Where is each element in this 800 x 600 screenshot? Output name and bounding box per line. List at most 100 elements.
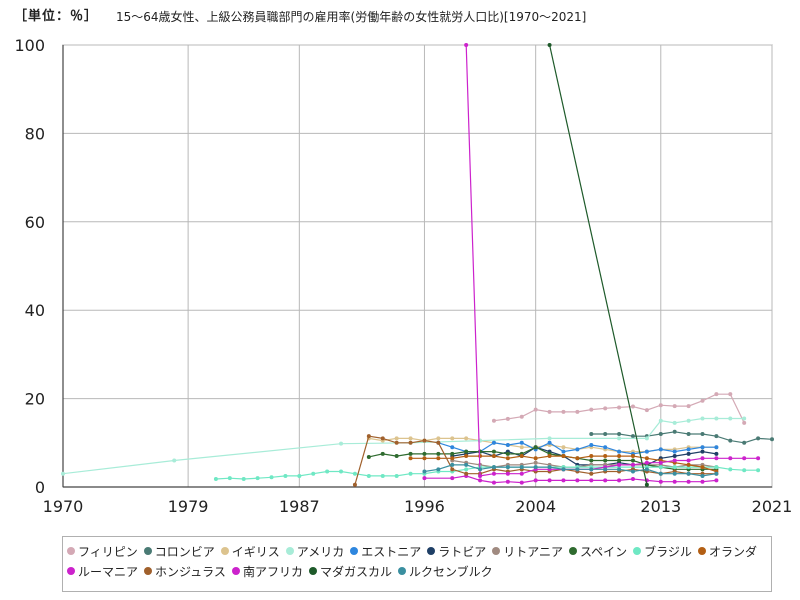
legend-marker-icon bbox=[697, 547, 706, 555]
data-point-9 bbox=[491, 454, 496, 459]
legend-marker-icon bbox=[569, 547, 577, 555]
chart-title: 15～64歳女性、上級公務員職部門の雇用率(労働年齢の女性就労人口比)[1970… bbox=[116, 10, 587, 24]
data-point-14 bbox=[478, 467, 483, 472]
legend-item: コロンビア bbox=[143, 541, 215, 561]
data-point-10 bbox=[603, 478, 608, 483]
legend-item: ルクセンブルク bbox=[397, 561, 493, 581]
data-point-12 bbox=[714, 456, 719, 461]
data-point-9 bbox=[603, 454, 608, 459]
data-point-2 bbox=[561, 445, 566, 450]
data-point-7 bbox=[436, 451, 441, 456]
data-point-3 bbox=[644, 436, 649, 441]
data-point-12 bbox=[464, 43, 469, 47]
data-point-3 bbox=[700, 416, 705, 421]
legend-marker-icon bbox=[427, 547, 436, 555]
data-point-12 bbox=[644, 460, 649, 465]
data-point-7 bbox=[464, 449, 469, 454]
data-point-8 bbox=[742, 468, 747, 473]
data-point-12 bbox=[519, 471, 524, 476]
data-point-2 bbox=[436, 436, 441, 441]
data-point-10 bbox=[561, 478, 566, 483]
x-tick-label: 1970 bbox=[43, 497, 84, 516]
data-point-8 bbox=[311, 471, 316, 476]
y-tick-label: 40 bbox=[25, 301, 45, 320]
data-point-8 bbox=[394, 473, 399, 478]
data-point-9 bbox=[505, 456, 510, 461]
unit-label: ［単位：％］ bbox=[14, 9, 99, 24]
legend-item: マダガスカル bbox=[308, 561, 392, 581]
data-point-10 bbox=[630, 477, 635, 482]
data-point-4 bbox=[714, 445, 719, 450]
legend-label: 南アフリカ bbox=[242, 564, 303, 579]
data-point-8 bbox=[714, 465, 719, 470]
data-point-4 bbox=[450, 445, 455, 450]
data-point-7 bbox=[589, 458, 594, 463]
data-point-14 bbox=[603, 467, 608, 472]
legend-marker-icon bbox=[144, 567, 153, 575]
data-point-9 bbox=[575, 456, 580, 461]
data-point-0 bbox=[672, 404, 677, 409]
legend-item: ラトビア bbox=[427, 541, 486, 561]
y-tick-label: 60 bbox=[25, 213, 45, 232]
y-tick-label: 0 bbox=[35, 478, 45, 497]
data-point-14 bbox=[589, 467, 594, 472]
data-point-8 bbox=[380, 473, 385, 478]
data-point-0 bbox=[742, 420, 747, 425]
data-point-10 bbox=[505, 479, 510, 484]
data-point-4 bbox=[561, 449, 566, 454]
legend-label: スペイン bbox=[580, 544, 628, 559]
data-point-8 bbox=[227, 476, 232, 481]
data-point-14 bbox=[617, 467, 622, 472]
data-point-11 bbox=[422, 438, 427, 443]
data-point-9 bbox=[519, 454, 524, 459]
data-point-14 bbox=[561, 467, 566, 472]
series-line-8 bbox=[215, 466, 759, 480]
x-tick-label: 1987 bbox=[279, 497, 320, 516]
data-point-14 bbox=[422, 469, 427, 474]
data-point-6 bbox=[533, 460, 538, 465]
data-point-7 bbox=[478, 449, 483, 454]
data-point-11 bbox=[408, 440, 413, 445]
data-point-0 bbox=[491, 418, 496, 423]
data-point-10 bbox=[658, 479, 663, 484]
data-point-12 bbox=[686, 458, 691, 463]
data-point-3 bbox=[742, 416, 747, 421]
data-point-9 bbox=[464, 454, 469, 459]
legend-label: イギリス bbox=[231, 544, 280, 559]
data-point-3 bbox=[714, 416, 719, 421]
data-point-8 bbox=[366, 473, 371, 478]
data-point-11 bbox=[352, 482, 357, 487]
data-point-8 bbox=[728, 467, 733, 472]
legend-marker-icon bbox=[231, 567, 240, 575]
data-point-8 bbox=[658, 465, 663, 470]
x-tick-label: 2013 bbox=[640, 497, 681, 516]
data-point-10 bbox=[589, 478, 594, 483]
legend-marker-icon bbox=[285, 547, 294, 555]
data-point-3 bbox=[672, 420, 677, 425]
data-point-7 bbox=[505, 451, 510, 456]
data-point-7 bbox=[366, 454, 371, 459]
x-tick-label: 2021 bbox=[752, 497, 793, 516]
data-point-14 bbox=[672, 471, 677, 476]
data-point-8 bbox=[269, 475, 274, 480]
data-point-7 bbox=[450, 451, 455, 456]
legend-marker-icon bbox=[143, 547, 152, 555]
data-point-1 bbox=[770, 437, 774, 442]
legend-marker-icon bbox=[397, 567, 406, 575]
series-line-1 bbox=[591, 431, 773, 444]
x-tick-label: 1979 bbox=[168, 497, 209, 516]
data-point-4 bbox=[575, 447, 580, 452]
legend-item: アメリカ bbox=[285, 541, 344, 561]
data-point-12 bbox=[658, 460, 663, 465]
data-point-0 bbox=[700, 398, 705, 403]
legend-item: スペイン bbox=[569, 541, 627, 561]
data-point-8 bbox=[339, 469, 344, 474]
y-tick-label: 80 bbox=[25, 124, 45, 143]
data-point-1 bbox=[756, 436, 761, 441]
legend-item: フィリピン bbox=[67, 541, 138, 561]
series-line-13 bbox=[549, 44, 648, 485]
data-point-0 bbox=[547, 409, 552, 414]
data-point-1 bbox=[700, 431, 705, 436]
data-point-4 bbox=[491, 440, 496, 445]
legend-label: マダガスカル bbox=[319, 564, 392, 579]
